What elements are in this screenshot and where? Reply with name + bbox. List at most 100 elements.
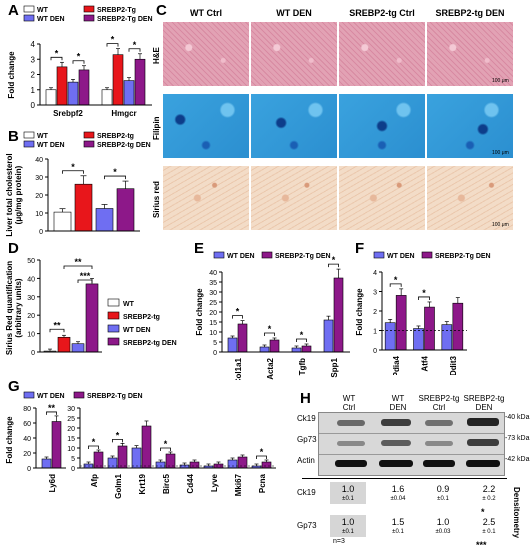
d-ytick-label-1: 10 (27, 332, 35, 339)
densitometry-label: Densitometry (512, 487, 521, 539)
a-pair1-1-bracket (106, 43, 119, 47)
g-bar-Mki67-1 (237, 456, 248, 469)
g-xtick-6: Lyve (210, 473, 219, 491)
e-xtick-3: Spp1 (330, 357, 339, 377)
micrograph-sirius-1 (251, 166, 337, 230)
b-ytick-label-0: 0 (39, 229, 43, 236)
e-bar-Col1a1-1 (237, 323, 248, 353)
d-pair3-sig: *** (80, 271, 91, 281)
g-xtick-5: Cd44 (186, 473, 195, 493)
micrograph-he-3 (427, 22, 513, 86)
d-pair2-bracket (63, 265, 93, 269)
blot-row-actin: Actin (297, 456, 315, 465)
g-legend-swatch-1 (73, 391, 85, 399)
col-title-tg-ctrl: SREBP2-tg Ctrl (349, 8, 415, 18)
col-title-wt-ctrl: WT Ctrl (190, 8, 222, 18)
a-pair2-0-sig: * (77, 52, 81, 62)
b-legend-label-0: WT (37, 133, 49, 140)
a-pair1-0-sig: * (55, 48, 59, 58)
a-bar-Srebpf2-1 (56, 66, 68, 106)
d-legend-label-1: SREBP2-tg (123, 314, 160, 321)
e-ytick-label-4: 20 (209, 310, 217, 317)
scale-bar-he: 100 μm (492, 78, 509, 84)
a-ylabel-0: Fold change (7, 51, 16, 99)
blot-row-gp73: Gp73 (297, 435, 317, 444)
b-pair1-bracket (62, 170, 84, 174)
a-pair2-1-bracket (128, 48, 141, 52)
a-ytick-label-4: 4 (31, 40, 36, 49)
e-legend-swatch-0 (213, 251, 225, 259)
f-pair-0-sig: * (394, 275, 398, 285)
scale-bar-sirius: 100 μm (492, 222, 509, 228)
e-xtick-0: Col1a1 (234, 357, 243, 380)
g-xtick-3: Krt19 (138, 473, 147, 494)
g-left-ytick-label-1: 20 (23, 451, 31, 458)
a-ytick-label-0: 0 (31, 101, 36, 110)
e-ytick-label-1: 5 (213, 340, 217, 347)
wb-col-tg-den: SREBP2-tg DEN (463, 394, 505, 412)
g-left-ytick-label-3: 60 (23, 421, 31, 428)
g-bar-Ly6d-1 (51, 421, 62, 469)
micrograph-filipin-0 (163, 94, 249, 158)
d-ylabel-0: Sirius Red quantification (5, 261, 14, 355)
g-bar-Pcna-1 (261, 461, 272, 469)
chart-a: WT SREBP2-Tg WT DEN SREBP2-Tg DEN 0 1 2 3 4 Srebp… (7, 5, 153, 118)
g-pair-2-sig: * (116, 430, 120, 440)
g-right-ytick-label-5: 25 (67, 416, 75, 423)
b-bar-3 (116, 188, 135, 232)
g-bar-Birc5-0 (155, 461, 166, 469)
g-pair-8-sig: * (260, 447, 264, 457)
d-ytick-label-5: 50 (27, 258, 35, 265)
wb-col-wt-ctrl: WT Ctrl (342, 394, 356, 412)
d-pair1-bracket (49, 328, 65, 333)
e-legend-label-1: SREBP2-Tg DEN (275, 253, 331, 260)
a-bar-Srebpf2-3 (78, 69, 90, 106)
e-pair-2-sig: * (300, 330, 304, 340)
micrograph-sirius-0 (163, 166, 249, 230)
f-legend-label-1: SREBP2-Tg DEN (435, 253, 491, 260)
sig-gp73: *** (476, 540, 487, 550)
a-legend-swatch-1 (83, 5, 95, 13)
dens-error-gp73-1: ±0.1 (392, 529, 404, 535)
e-pair-0-sig: * (236, 307, 240, 317)
a-pair2-1-sig: * (133, 40, 137, 50)
micrograph-sirius-2 (339, 166, 425, 230)
b-ytick-label-3: 30 (35, 175, 43, 182)
micrograph-sirius-3 (427, 166, 513, 230)
a-ytick-label-2: 2 (31, 71, 36, 80)
e-pair-3-sig: * (332, 255, 336, 265)
g-legend-swatch-0 (23, 391, 35, 399)
d-pair3-bracket (77, 279, 93, 283)
micrograph-filipin-3 (427, 94, 513, 158)
d-ytick-label-0: 0 (31, 350, 35, 357)
e-bar-Col1a1-0 (227, 337, 238, 353)
dens-value-gp73-2: 1.0 (436, 517, 450, 527)
dens-error-ck19-2: ±0.1 (437, 496, 449, 502)
e-ytick-label-3: 15 (209, 320, 217, 327)
g-legend-label-0: WT DEN (37, 393, 65, 400)
g-right-ytick-label-1: 5 (71, 456, 75, 463)
a-legend-label-1: SREBP2-Tg (97, 7, 136, 14)
d-legend-swatch-3 (107, 337, 120, 346)
a-legend-swatch-0 (23, 5, 35, 13)
e-ytick-label-6: 30 (209, 290, 217, 297)
e-bar-Spp1-1 (333, 277, 344, 353)
d-bar-2 (71, 343, 85, 353)
e-ytick-label-2: 10 (209, 330, 217, 337)
panel-letter-b: B (8, 128, 19, 145)
d-ytick-label-3: 30 (27, 295, 35, 302)
g-pair-1-bracket (88, 445, 99, 449)
g-xtick-1: Afp (90, 474, 99, 487)
a-bar-Hmgcr-1 (112, 54, 124, 106)
d-legend-swatch-1 (107, 311, 120, 320)
a-xtick-0: Srebpf2 (53, 109, 83, 118)
b-ylabel-0: Liver total cholesterol (5, 153, 14, 236)
g-pair-4-bracket (160, 447, 171, 451)
row-label-filipin: Filipin (152, 116, 161, 140)
g-xtick-8: Pcna (258, 473, 267, 493)
wb-col-wt-den: WT DEN (389, 394, 407, 412)
g-left-ytick-label-0: 0 (27, 466, 31, 473)
e-pair-1-bracket (264, 332, 275, 336)
dens-error-gp73-3: ± 0.1 (482, 529, 496, 535)
